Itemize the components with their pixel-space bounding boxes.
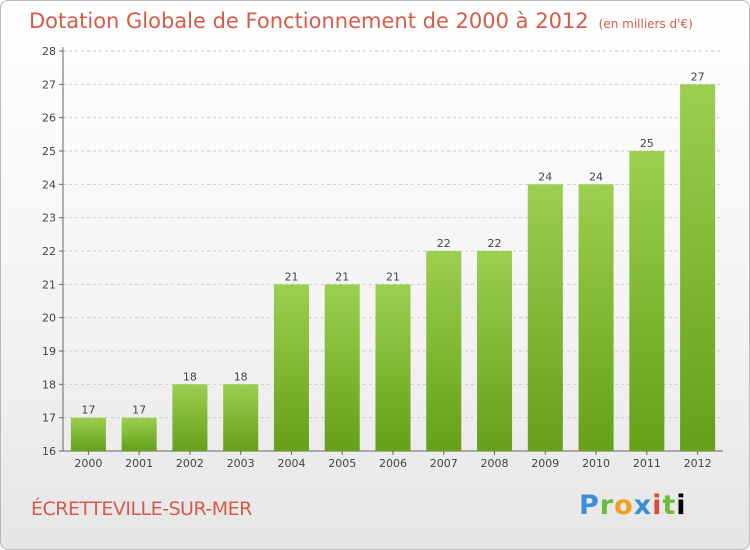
bars	[70, 84, 716, 452]
x-tick-label: 2012	[684, 457, 712, 470]
bar-value-label: 21	[335, 270, 349, 283]
x-tick-label: 2002	[176, 457, 204, 470]
labels: 16 17 18 19 20 21 22 23 24 25 26 27 28 2000 17 2001 17 20…	[42, 45, 712, 470]
y-tick-label: 24	[42, 178, 56, 191]
y-tick-label: 22	[42, 245, 56, 258]
y-tick-label: 23	[42, 212, 56, 225]
chart-title: Dotation Globale de Fonctionnement de 20…	[29, 9, 693, 33]
y-tick-label: 21	[42, 278, 56, 291]
bar-2005	[324, 284, 360, 451]
chart-subtitle: (en milliers d'€)	[598, 17, 693, 31]
bar-value-label: 24	[589, 170, 603, 183]
x-tick-label: 2003	[227, 457, 255, 470]
bar-2008	[477, 251, 513, 451]
x-tick-label: 2009	[531, 457, 559, 470]
x-tick-label: 2001	[125, 457, 153, 470]
y-tick-label: 19	[42, 345, 56, 358]
bar-value-label: 22	[488, 237, 502, 250]
title-text: Dotation Globale de Fonctionnement de 20…	[29, 9, 589, 33]
bar-value-label: 22	[437, 237, 451, 250]
bar-value-label: 27	[691, 70, 705, 83]
proxiti-logo[interactable]: Proxiti	[579, 490, 687, 521]
x-tick-label: 2007	[430, 457, 458, 470]
bar-2012	[680, 84, 716, 451]
x-tick-label: 2004	[277, 457, 305, 470]
y-tick-label: 17	[42, 412, 56, 425]
x-tick-label: 2008	[481, 457, 509, 470]
bar-2006	[375, 284, 411, 451]
bar-value-label: 21	[386, 270, 400, 283]
x-tick-label: 2000	[74, 457, 102, 470]
bar-2009	[527, 184, 563, 452]
bar-2001	[121, 417, 157, 451]
bar-2000	[70, 417, 106, 451]
x-tick-label: 2006	[379, 457, 407, 470]
commune-name: ÉCRETTEVILLE-SUR-MER	[31, 498, 252, 520]
bar-value-label: 18	[183, 370, 197, 383]
bar-value-label: 17	[132, 404, 146, 417]
bar-value-label: 24	[538, 170, 552, 183]
bar-2004	[273, 284, 309, 451]
x-tick-label: 2010	[582, 457, 610, 470]
bar-value-label: 25	[640, 137, 654, 150]
y-tick-label: 16	[42, 445, 56, 458]
y-tick-label: 27	[42, 78, 56, 91]
bar-value-label: 21	[284, 270, 298, 283]
y-tick-label: 20	[42, 312, 56, 325]
bar-2003	[223, 384, 259, 451]
x-tick-label: 2011	[633, 457, 661, 470]
bar-value-label: 17	[81, 404, 95, 417]
y-tick-label: 28	[42, 45, 56, 58]
bar-2002	[172, 384, 208, 451]
y-tick-label: 18	[42, 378, 56, 391]
bar-value-label: 18	[234, 370, 248, 383]
y-tick-label: 25	[42, 145, 56, 158]
bar-2010	[578, 184, 614, 452]
bar-2011	[629, 151, 665, 451]
y-tick-label: 26	[42, 112, 56, 125]
x-tick-label: 2005	[328, 457, 356, 470]
bar-2007	[426, 251, 462, 451]
